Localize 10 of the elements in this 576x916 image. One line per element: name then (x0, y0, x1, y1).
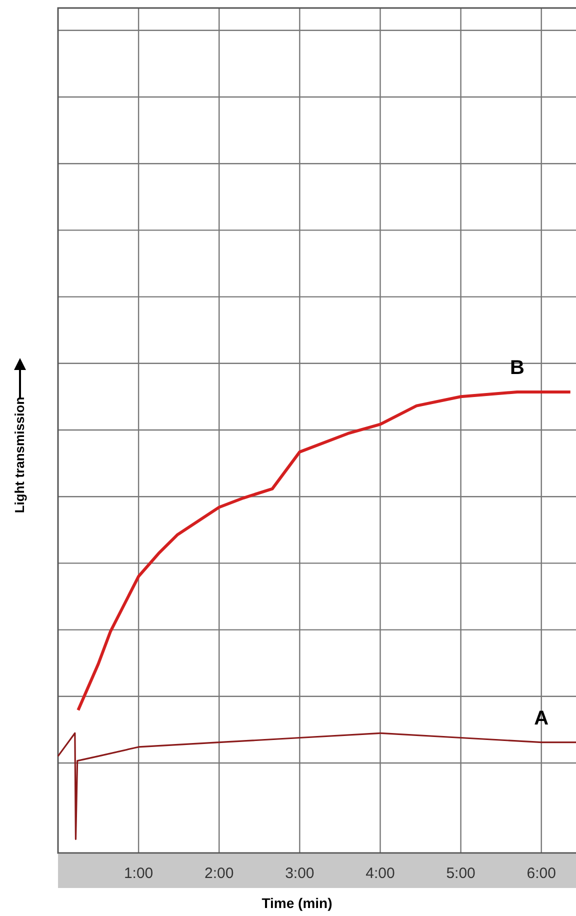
x-tick-label: 4:00 (366, 865, 395, 882)
x-tick-label: 5:00 (446, 865, 476, 882)
x-tick-label: 2:00 (204, 865, 234, 882)
x-tick-label: 6:00 (526, 865, 556, 882)
x-axis-title: Time (min) (262, 895, 332, 911)
series-label: A (534, 707, 549, 730)
y-axis-title: Light transmission (12, 396, 27, 514)
x-tick-label: 3:00 (285, 865, 314, 882)
x-tick-label: 1:00 (124, 865, 154, 882)
series-label: B (510, 357, 524, 379)
